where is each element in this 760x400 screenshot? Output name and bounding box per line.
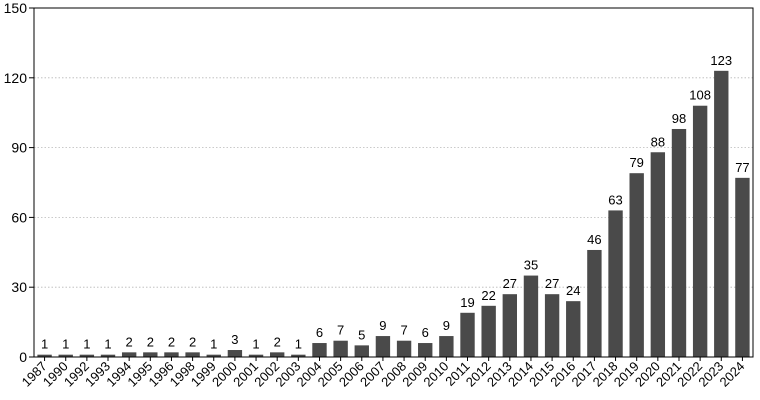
- y-tick-label: 120: [4, 70, 28, 86]
- bar-2017: [587, 249, 602, 357]
- bar-2002: [270, 352, 285, 357]
- bar-2009: [418, 343, 433, 357]
- bar-2015: [544, 294, 560, 357]
- bar-2021: [671, 128, 687, 357]
- data-label-2000: 3: [231, 332, 238, 347]
- data-label-2010: 9: [443, 318, 450, 333]
- bar-2018: [608, 210, 623, 357]
- plot-frame: [33, 7, 754, 358]
- bar-2006: [354, 345, 369, 357]
- data-label-2017: 46: [587, 232, 601, 247]
- data-label-2014: 35: [524, 258, 538, 273]
- data-label-2001: 1: [252, 337, 259, 352]
- bar-2016: [566, 301, 581, 357]
- bar-2019: [629, 173, 644, 357]
- bar-2008: [396, 340, 412, 357]
- bar-2007: [375, 336, 391, 357]
- x-tick-label-2024: 2024: [716, 359, 747, 390]
- data-label-2003: 1: [295, 337, 302, 352]
- bar-2013: [502, 294, 517, 357]
- data-label-1996: 2: [168, 334, 175, 349]
- y-tick-label: 60: [11, 209, 27, 225]
- data-label-1987: 1: [41, 337, 48, 352]
- y-tick-label: 90: [11, 140, 27, 156]
- bar-2005: [333, 340, 348, 357]
- bar-2001: [248, 354, 264, 357]
- bar-2023: [714, 70, 729, 357]
- data-label-1999: 1: [210, 337, 217, 352]
- data-label-2024: 77: [735, 160, 749, 175]
- bar-2011: [460, 312, 475, 357]
- bar-2003: [291, 354, 306, 357]
- data-label-2019: 79: [629, 155, 643, 170]
- data-label-1992: 1: [83, 337, 90, 352]
- data-label-1994: 2: [126, 334, 133, 349]
- data-label-1990: 1: [62, 337, 69, 352]
- data-label-2005: 7: [337, 323, 344, 338]
- bar-1990: [58, 354, 73, 357]
- data-label-2004: 6: [316, 325, 323, 340]
- data-label-2016: 24: [566, 283, 580, 298]
- y-tick-label: 150: [4, 0, 28, 16]
- bar-1993: [100, 354, 116, 357]
- data-label-2022: 108: [689, 88, 711, 103]
- data-label-2015: 27: [545, 276, 559, 291]
- data-label-1998: 2: [189, 334, 196, 349]
- bar-2022: [692, 105, 708, 357]
- data-label-2012: 22: [481, 288, 495, 303]
- data-label-1993: 1: [104, 337, 111, 352]
- bar-1995: [143, 352, 158, 357]
- data-label-2020: 88: [651, 134, 665, 149]
- bars: [37, 70, 750, 357]
- data-label-2007: 9: [379, 318, 386, 333]
- bar-1998: [185, 352, 200, 357]
- data-label-2021: 98: [672, 111, 686, 126]
- data-label-2009: 6: [422, 325, 429, 340]
- bar-1992: [79, 354, 95, 357]
- y-tick-label: 0: [19, 349, 27, 365]
- bar-1987: [37, 354, 52, 357]
- data-label-2023: 123: [710, 53, 732, 68]
- bar-2000: [227, 350, 243, 357]
- bar-2014: [523, 275, 539, 357]
- data-label-2006: 5: [358, 327, 365, 342]
- data-label-2008: 7: [400, 323, 407, 338]
- gridlines: [34, 77, 753, 288]
- x-axis: 1987199019921993199419951996199819992000…: [19, 357, 748, 390]
- bar-2012: [481, 305, 496, 357]
- y-tick-label: 30: [11, 279, 27, 295]
- bar-1999: [206, 354, 221, 357]
- data-label-2011: 19: [460, 295, 474, 310]
- bar-1994: [121, 352, 137, 357]
- bar-2004: [312, 343, 327, 357]
- data-label-1995: 2: [147, 334, 154, 349]
- bar-2024: [735, 177, 750, 357]
- y-axis: 0 30 60 90 120 150: [4, 0, 34, 365]
- bar-2010: [439, 336, 454, 357]
- bar-1996: [164, 352, 179, 357]
- data-label-2013: 27: [503, 276, 517, 291]
- bar-2020: [650, 152, 666, 357]
- data-label-2002: 2: [274, 334, 281, 349]
- data-label-2018: 63: [608, 192, 622, 207]
